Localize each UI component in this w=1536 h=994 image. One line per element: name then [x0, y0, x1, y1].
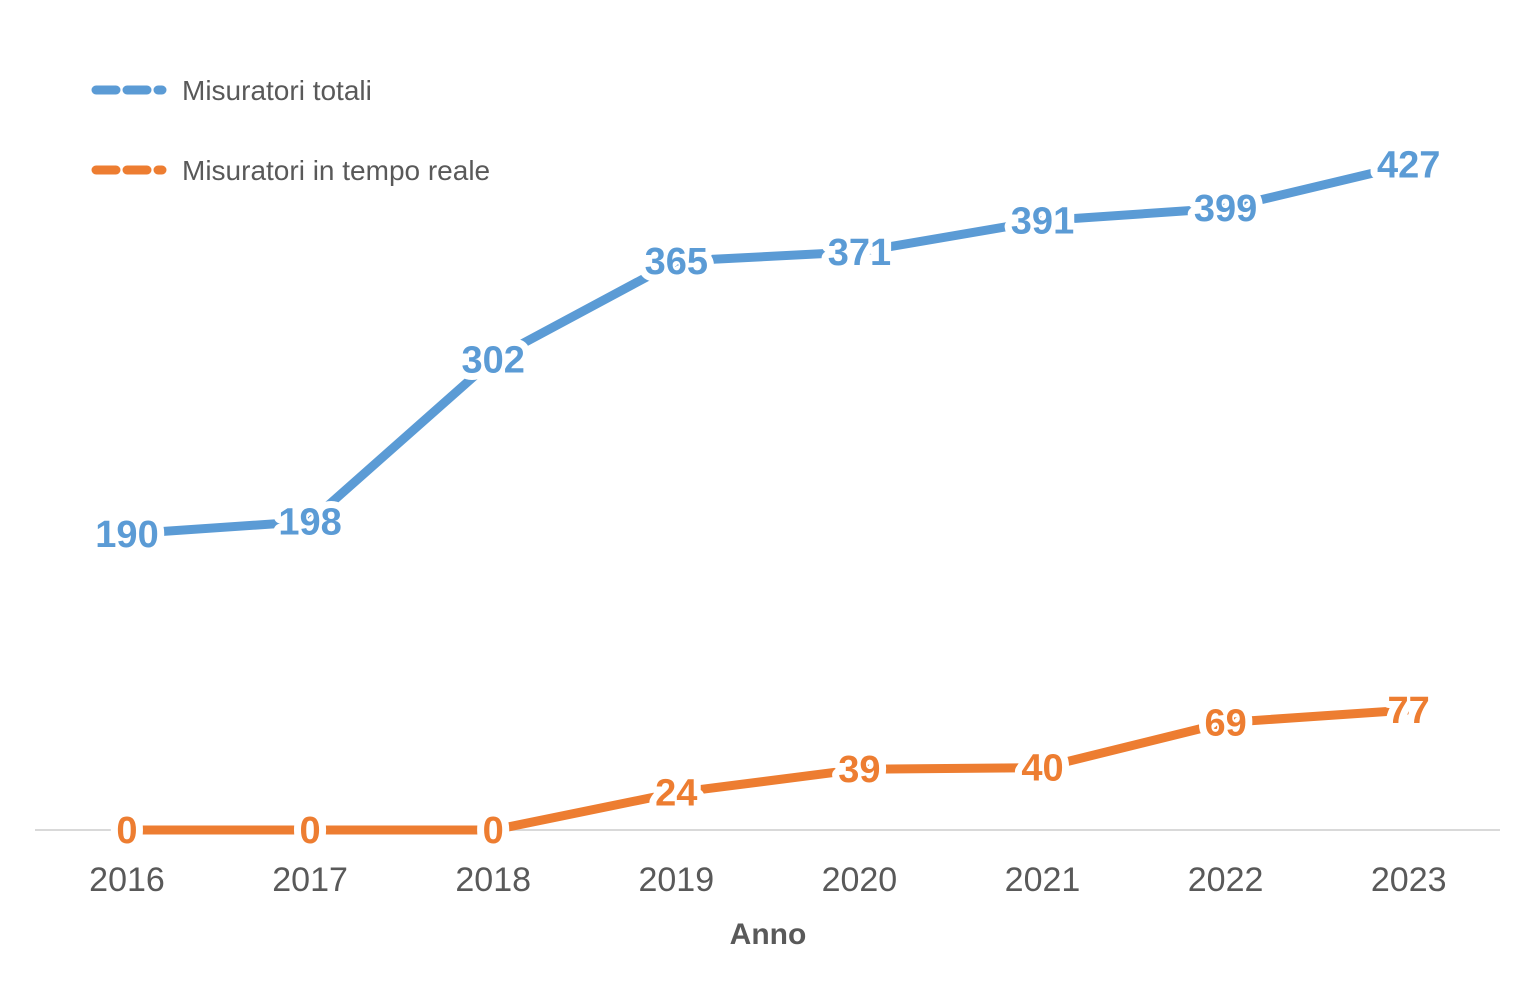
x-tick-label: 2016 — [89, 861, 165, 899]
legend-label: Misuratori totali — [182, 75, 372, 106]
x-tick-label: 2017 — [272, 861, 348, 899]
data-label: 391 — [1011, 201, 1074, 243]
data-label: 40 — [1021, 748, 1063, 790]
data-label: 190 — [95, 514, 158, 556]
x-tick-label: 2020 — [822, 861, 898, 899]
series-layer: 190 198 302 365 371 391 399 427 0 0 0 24 39 40 69 77 — [88, 138, 1447, 859]
series-line-2 — [127, 705, 1410, 835]
x-tick-label: 2021 — [1005, 861, 1081, 899]
legend-item-1: Misuratori totali — [91, 75, 372, 106]
x-tick-labels: 2016 2017 2018 2019 2020 2021 2022 2023 — [89, 861, 1446, 899]
legend-item-2: Misuratori in tempo reale — [91, 155, 490, 186]
data-label: 365 — [645, 241, 708, 283]
data-label: 399 — [1194, 188, 1257, 230]
series-line-1 — [126, 160, 1410, 539]
legend-label: Misuratori in tempo reale — [182, 155, 490, 186]
x-tick-label: 2018 — [455, 861, 531, 899]
data-label: 0 — [483, 810, 504, 852]
data-label: 39 — [838, 749, 880, 791]
data-label: 0 — [300, 810, 321, 852]
x-tick-label: 2019 — [638, 861, 714, 899]
x-tick-label: 2022 — [1188, 861, 1264, 899]
data-label: 24 — [655, 773, 697, 815]
data-label: 0 — [116, 810, 137, 852]
data-label: 302 — [461, 339, 524, 381]
legend: Misuratori totali Misuratori in tempo rea… — [91, 75, 490, 186]
data-label: 371 — [828, 232, 891, 274]
x-tick-label: 2023 — [1371, 861, 1447, 899]
data-label: 427 — [1377, 145, 1440, 187]
data-label: 69 — [1204, 702, 1246, 744]
data-label: 77 — [1388, 690, 1430, 732]
series-2: 0 0 0 24 39 40 69 77 — [109, 683, 1436, 859]
series-1: 190 198 302 365 371 391 399 427 — [88, 138, 1447, 563]
data-label: 198 — [278, 501, 341, 543]
x-axis-title: Anno — [730, 918, 807, 951]
